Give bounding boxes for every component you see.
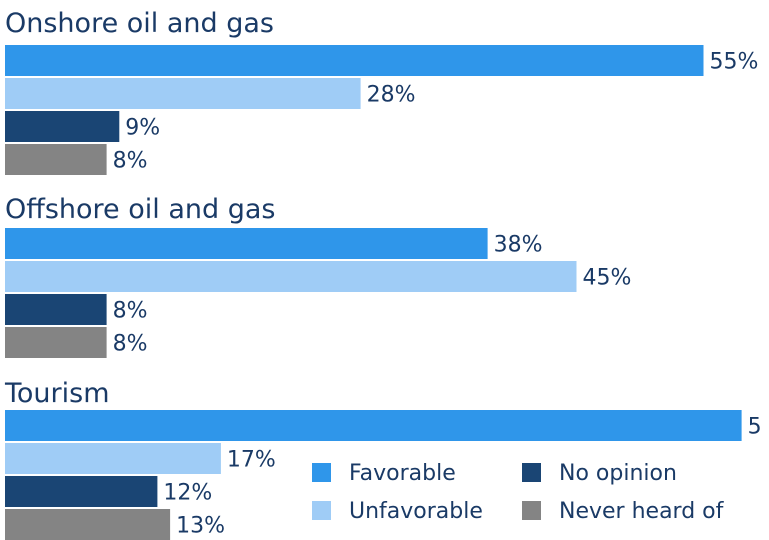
group-title: Tourism (4, 378, 110, 409)
legend-label: Unfavorable (349, 499, 483, 524)
bar (5, 78, 361, 109)
bar (5, 294, 107, 325)
bar (5, 144, 107, 175)
legend-swatch (522, 501, 541, 520)
bar (5, 228, 488, 259)
bar (5, 111, 120, 142)
bar (5, 327, 107, 358)
data-label: 55% (710, 50, 759, 75)
data-label: 8% (113, 332, 148, 357)
data-label: 12% (163, 481, 212, 506)
bar (5, 509, 171, 540)
group-title: Onshore oil and gas (5, 8, 274, 39)
legend-label: No opinion (559, 461, 677, 486)
data-label: 45% (583, 266, 632, 291)
data-label: 8% (113, 149, 148, 174)
data-label: 5 (748, 415, 762, 440)
data-label: 9% (125, 116, 160, 141)
legend-swatch (522, 463, 541, 482)
bar (5, 45, 704, 76)
data-label: 17% (227, 448, 276, 473)
data-label: 8% (113, 299, 148, 324)
legend-swatch (312, 463, 331, 482)
legend-label: Never heard of (559, 499, 725, 524)
bar (5, 443, 221, 474)
bar (5, 410, 742, 441)
data-label: 28% (367, 83, 416, 108)
data-label: 13% (176, 514, 225, 539)
group-title: Offshore oil and gas (5, 194, 276, 225)
bar (5, 261, 577, 292)
legend-label: Favorable (349, 461, 456, 486)
bar (5, 476, 158, 507)
data-label: 38% (494, 233, 543, 258)
legend-swatch (312, 501, 331, 520)
